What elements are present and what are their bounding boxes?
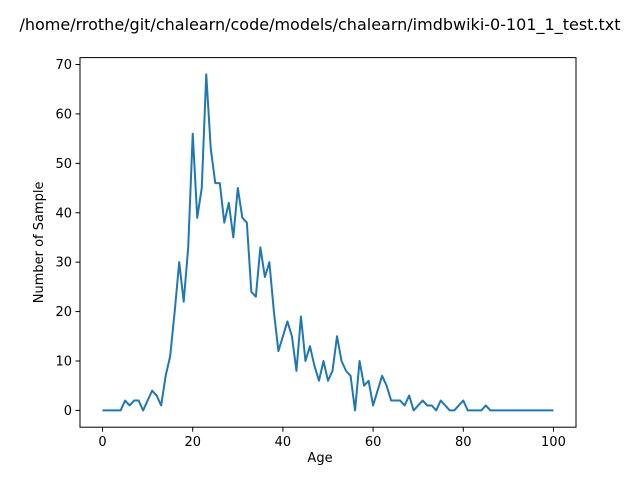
y-tick-label: 50 [55,157,72,172]
plot-area [102,73,554,412]
series-line [102,73,554,412]
y-axis-label: Number of Sample [32,182,47,304]
y-axis: 0 10 20 30 40 50 60 70 [55,58,80,419]
axes-frame [79,57,577,428]
y-tick-label: 60 [55,107,72,122]
x-tick-label: 60 [365,435,382,450]
y-tick-label: 70 [55,58,72,73]
y-tick-label: 10 [55,354,72,369]
x-tick-label: 100 [541,435,566,450]
x-tick-label: 40 [275,435,292,450]
x-axis-label: Age [307,451,332,466]
chart-title: /home/rrothe/git/chalearn/code/models/ch… [19,15,620,35]
y-tick-label: 20 [55,305,72,320]
x-tick-label: 0 [98,435,106,450]
y-tick-label: 30 [55,256,72,271]
x-tick-label: 20 [184,435,201,450]
x-tick-label: 80 [455,435,472,450]
y-tick-label: 40 [55,206,72,221]
y-tick-label: 0 [64,404,72,419]
x-axis: 0 20 40 60 80 100 [98,427,566,450]
